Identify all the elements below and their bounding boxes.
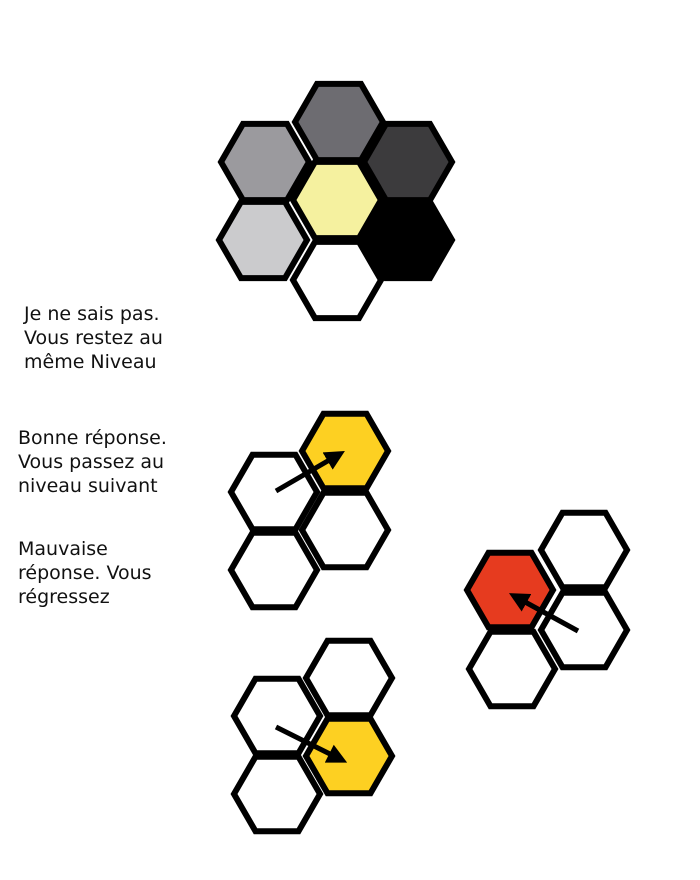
same-level-arrow	[274, 724, 348, 763]
regress-hexagon	[463, 549, 557, 631]
empty-hexagon	[537, 589, 631, 671]
advance-hexagon	[302, 715, 396, 797]
level-hexagon	[217, 120, 313, 204]
level-hexagon	[360, 198, 456, 282]
empty-hexagon	[298, 489, 392, 571]
correct-answer-cluster	[227, 410, 392, 611]
empty-hexagon	[302, 637, 396, 719]
level-hexagon	[289, 158, 385, 242]
caption-unknown: Je ne sais pas. Vous restez au même Nive…	[24, 303, 163, 373]
level-hexagon	[215, 198, 311, 282]
empty-hexagon	[227, 529, 321, 611]
empty-hexagon	[230, 675, 324, 757]
empty-hexagon	[465, 628, 559, 710]
caption-wrong: Mauvaise réponse. Vous régressez	[18, 538, 152, 608]
empty-hexagon	[227, 451, 321, 533]
level-cluster	[215, 80, 456, 322]
caption-correct: Bonne réponse. Vous passez au niveau sui…	[18, 427, 167, 497]
advance-hexagon	[298, 410, 392, 492]
regress-arrow	[508, 593, 580, 634]
empty-hexagon	[230, 753, 324, 835]
wrong-answer-cluster	[463, 509, 631, 710]
level-hexagon	[289, 238, 385, 322]
same-level-cluster	[230, 637, 396, 835]
advance-arrow	[274, 450, 345, 494]
empty-hexagon	[537, 509, 631, 591]
